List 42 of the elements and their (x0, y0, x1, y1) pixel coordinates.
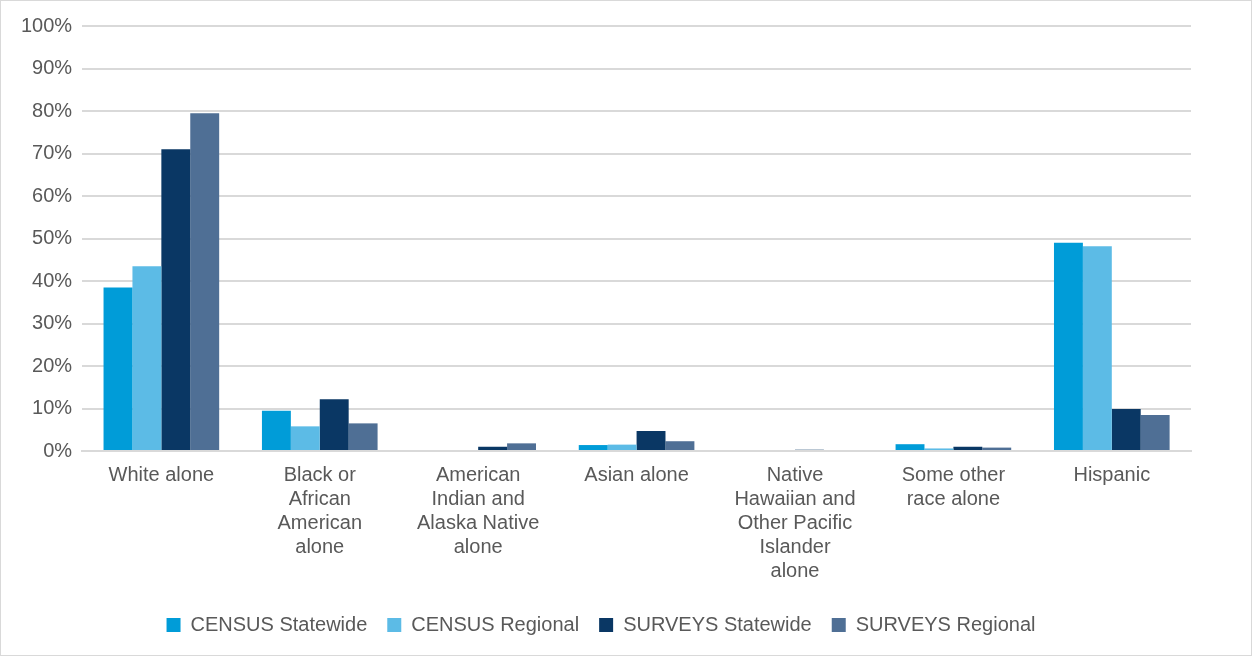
x-tick-label: Black or African American alone (277, 462, 362, 557)
y-tick-label: 100% (21, 13, 73, 36)
bar (103, 287, 133, 450)
y-tick-label: 10% (32, 396, 73, 419)
x-tick-label: Asian alone (584, 462, 689, 485)
legend-label: CENSUS Statewide (190, 612, 368, 635)
x-tick-label: Native Hawaiian and Other Pacific Islander alone (734, 462, 856, 581)
bar (478, 446, 508, 450)
legend-label: SURVEYS Regional (855, 612, 1036, 635)
x-tick-label: Some other race alone (901, 462, 1006, 509)
bar (348, 423, 378, 450)
bar (607, 444, 637, 450)
bar (895, 444, 925, 450)
x-tick-label: American Indian and Alaska Native alone (417, 462, 540, 557)
bar (1140, 414, 1170, 450)
bar (665, 441, 695, 450)
bar (261, 410, 291, 450)
y-tick-label: 40% (32, 268, 73, 291)
bar (507, 443, 536, 450)
x-tick-label: White alone (108, 462, 215, 485)
bar (578, 445, 608, 450)
y-tick-label: 50% (32, 226, 73, 249)
bar (636, 431, 666, 450)
legend-label: CENSUS Regional (411, 612, 580, 635)
bar (290, 426, 320, 450)
y-tick-label: 20% (32, 353, 73, 376)
bar (1111, 408, 1141, 450)
bar (1053, 242, 1083, 450)
y-tick-label: 80% (32, 98, 73, 121)
y-tick-label: 30% (32, 311, 73, 334)
y-tick-label: 0% (43, 438, 73, 461)
bar (319, 399, 349, 450)
legend-label: SURVEYS Statewide (623, 612, 812, 635)
bar (190, 113, 220, 450)
x-tick-label: Hispanic (1073, 462, 1151, 485)
y-tick-label: 60% (32, 183, 73, 206)
bar (161, 149, 191, 450)
bar (1082, 246, 1112, 450)
y-tick-label: 70% (32, 141, 73, 164)
bar (132, 266, 162, 450)
y-tick-label: 90% (32, 56, 73, 79)
bar (953, 446, 983, 450)
